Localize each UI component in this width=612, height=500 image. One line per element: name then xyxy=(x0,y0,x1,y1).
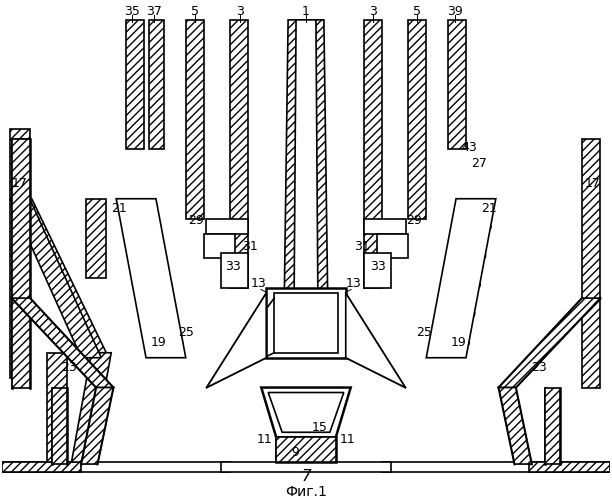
Polygon shape xyxy=(364,218,406,234)
Text: 43: 43 xyxy=(461,140,477,153)
Polygon shape xyxy=(12,298,113,388)
Text: 19: 19 xyxy=(451,336,467,349)
Text: 13: 13 xyxy=(346,276,362,289)
Text: 17: 17 xyxy=(584,178,600,190)
Polygon shape xyxy=(206,218,248,234)
Polygon shape xyxy=(231,20,248,288)
Polygon shape xyxy=(545,388,561,464)
Text: 23: 23 xyxy=(62,361,77,374)
Text: 29: 29 xyxy=(188,214,204,227)
Text: 5: 5 xyxy=(191,6,199,18)
Polygon shape xyxy=(12,198,106,353)
Text: 25: 25 xyxy=(416,326,432,340)
Polygon shape xyxy=(381,462,610,472)
Text: 39: 39 xyxy=(447,6,463,18)
Text: 11: 11 xyxy=(340,432,356,446)
Text: 17: 17 xyxy=(12,178,28,190)
Text: 19: 19 xyxy=(151,336,167,349)
Polygon shape xyxy=(284,20,328,308)
Text: 31: 31 xyxy=(242,240,258,253)
Polygon shape xyxy=(126,20,144,149)
Polygon shape xyxy=(364,254,392,288)
Text: 37: 37 xyxy=(146,6,162,18)
Text: 21: 21 xyxy=(111,202,127,215)
Text: 33: 33 xyxy=(225,260,241,273)
Polygon shape xyxy=(220,462,392,472)
Polygon shape xyxy=(582,139,600,388)
Text: 27: 27 xyxy=(471,158,487,170)
Text: 7: 7 xyxy=(301,470,311,484)
Polygon shape xyxy=(10,198,102,358)
Text: 11: 11 xyxy=(256,432,272,446)
Polygon shape xyxy=(448,20,466,149)
Polygon shape xyxy=(149,20,164,149)
Polygon shape xyxy=(276,437,336,462)
Polygon shape xyxy=(116,198,186,358)
Polygon shape xyxy=(47,353,67,462)
Polygon shape xyxy=(364,20,381,288)
Text: 5: 5 xyxy=(413,6,421,18)
Text: 3: 3 xyxy=(236,6,244,18)
Text: 23: 23 xyxy=(531,361,547,374)
Polygon shape xyxy=(426,198,496,358)
Polygon shape xyxy=(529,462,610,472)
Text: 35: 35 xyxy=(124,6,140,18)
Polygon shape xyxy=(346,293,405,388)
Polygon shape xyxy=(220,254,248,288)
Text: 25: 25 xyxy=(178,326,194,340)
Polygon shape xyxy=(2,462,81,472)
Polygon shape xyxy=(276,437,336,462)
Text: 15: 15 xyxy=(312,421,328,434)
Polygon shape xyxy=(408,20,426,218)
Polygon shape xyxy=(86,198,106,278)
Text: Фиг.1: Фиг.1 xyxy=(285,485,327,499)
Polygon shape xyxy=(72,353,111,462)
Text: 13: 13 xyxy=(250,276,266,289)
Polygon shape xyxy=(204,234,236,258)
Polygon shape xyxy=(499,388,532,464)
Polygon shape xyxy=(81,388,113,464)
Text: 21: 21 xyxy=(481,202,497,215)
Polygon shape xyxy=(268,392,344,432)
Text: 9: 9 xyxy=(291,446,299,458)
Text: 33: 33 xyxy=(370,260,386,273)
Polygon shape xyxy=(2,462,231,472)
Polygon shape xyxy=(294,20,318,303)
Polygon shape xyxy=(266,288,346,358)
Polygon shape xyxy=(10,129,30,378)
Text: 29: 29 xyxy=(406,214,422,227)
Polygon shape xyxy=(12,139,30,388)
Polygon shape xyxy=(207,293,266,388)
Polygon shape xyxy=(186,20,204,218)
Polygon shape xyxy=(261,388,351,437)
Polygon shape xyxy=(51,388,67,464)
Text: 3: 3 xyxy=(368,6,376,18)
Text: 31: 31 xyxy=(354,240,370,253)
Text: 1: 1 xyxy=(302,6,310,18)
Polygon shape xyxy=(499,298,600,388)
Polygon shape xyxy=(274,293,338,353)
Polygon shape xyxy=(376,234,408,258)
